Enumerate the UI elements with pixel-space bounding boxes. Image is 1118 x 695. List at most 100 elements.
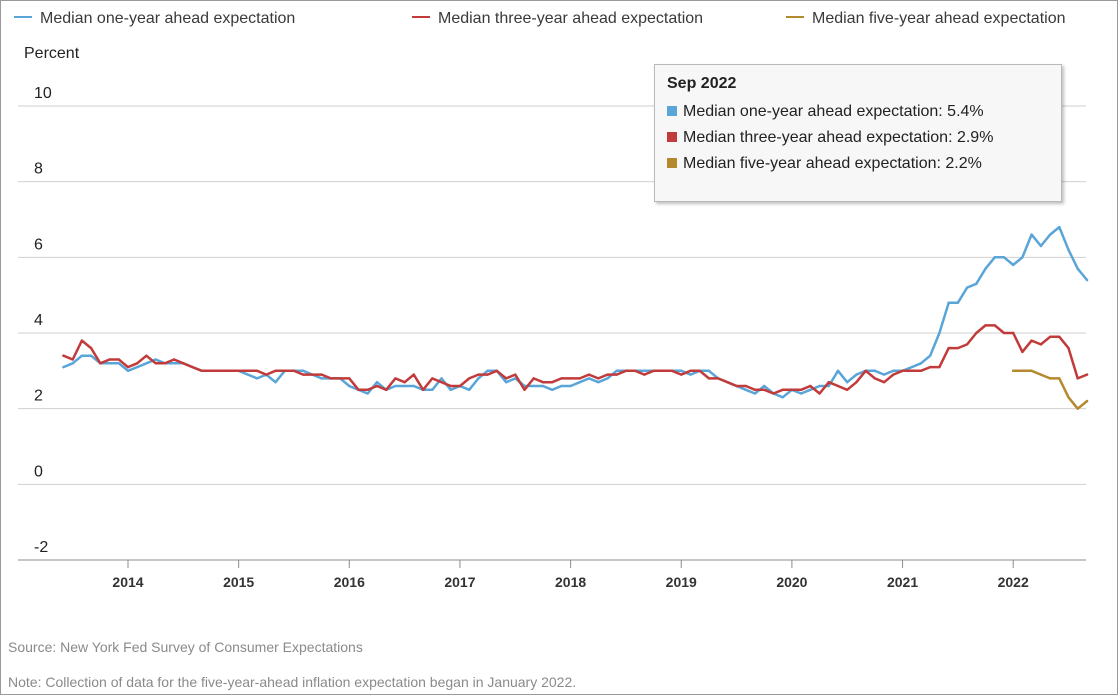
- data-point-s1-35: [385, 388, 388, 391]
- data-point-s0-51: [532, 384, 535, 388]
- data-point-s1-38: [412, 373, 415, 376]
- data-point-s1-104: [1021, 350, 1024, 354]
- data-point-s2-4: [1048, 377, 1052, 380]
- data-point-s1-64: [652, 369, 655, 372]
- data-point-s1-6: [117, 358, 121, 361]
- data-point-s1-4: [99, 362, 102, 365]
- data-point-s0-5: [108, 362, 111, 365]
- x-tick-label: 2015: [223, 574, 254, 590]
- tooltip-swatch-one-year: [667, 105, 677, 116]
- source-note: Source: New York Fed Survey of Consumer …: [8, 639, 363, 655]
- data-point-s1-70: [707, 377, 711, 380]
- data-point-s0-94: [929, 354, 932, 357]
- data-point-s1-21: [255, 369, 259, 372]
- data-point-s0-40: [431, 388, 434, 391]
- data-point-s0-0: [62, 365, 65, 369]
- data-point-s0-48: [504, 381, 508, 384]
- data-point-s0-102: [1002, 256, 1006, 259]
- data-point-s1-25: [292, 369, 296, 372]
- data-point-s1-44: [468, 377, 471, 380]
- data-point-s1-67: [680, 373, 683, 376]
- data-point-s0-44: [468, 388, 471, 391]
- y-tick-label: 10: [34, 85, 52, 102]
- legend-label-three-year: Median three-year ahead expectation: [438, 10, 704, 27]
- data-point-s0-108: [1058, 225, 1061, 229]
- data-point-s1-17: [219, 369, 222, 372]
- data-point-s0-101: [993, 256, 996, 259]
- data-point-s1-90: [892, 373, 895, 376]
- x-tick-label: 2016: [334, 574, 365, 590]
- legend-label-one-year: Median one-year ahead expectation: [40, 10, 296, 27]
- data-point-s1-51: [532, 377, 535, 380]
- data-point-s0-46: [486, 369, 489, 372]
- data-point-s0-76: [763, 384, 766, 388]
- data-point-s0-106: [1039, 244, 1043, 248]
- data-point-s1-59: [606, 373, 609, 376]
- data-point-s0-59: [606, 377, 609, 380]
- data-point-s1-11: [163, 362, 167, 365]
- data-point-s1-12: [172, 358, 176, 361]
- data-point-s1-46: [486, 373, 489, 376]
- data-point-s0-84: [836, 369, 840, 372]
- data-point-s1-89: [882, 381, 886, 384]
- y-tick-label: 6: [34, 236, 43, 253]
- legend-label-five-year: Median five-year ahead expectation: [812, 10, 1066, 27]
- data-point-s1-84: [836, 384, 840, 388]
- x-tick-label: 2022: [998, 574, 1029, 590]
- data-point-s2-3: [1039, 373, 1043, 376]
- data-point-s0-20: [246, 373, 250, 376]
- data-point-s1-100: [984, 324, 987, 327]
- legend-swatch-one-year: [14, 15, 32, 19]
- data-point-s0-111: [1085, 278, 1089, 282]
- legend-item-three-year[interactable]: Median three-year ahead expectation: [412, 10, 703, 28]
- data-point-s1-29: [329, 377, 333, 380]
- data-point-s1-105: [1030, 339, 1033, 342]
- data-point-s1-69: [698, 369, 701, 372]
- data-point-s0-83: [827, 384, 830, 388]
- data-point-s1-61: [624, 369, 628, 372]
- data-point-s1-53: [551, 381, 554, 384]
- data-point-s1-19: [237, 369, 240, 372]
- data-point-s1-1: [71, 358, 74, 361]
- data-point-s1-87: [864, 369, 867, 372]
- data-point-s1-57: [587, 373, 591, 376]
- data-point-s1-15: [200, 369, 203, 372]
- x-tick-label: 2018: [555, 574, 586, 590]
- data-point-s1-78: [781, 388, 784, 391]
- data-point-s0-34: [375, 381, 379, 384]
- data-point-s1-14: [191, 365, 194, 369]
- data-point-s1-24: [283, 369, 286, 372]
- data-point-s1-58: [597, 377, 600, 380]
- data-point-s1-77: [772, 392, 775, 395]
- data-point-s0-86: [855, 373, 858, 376]
- data-point-s1-71: [716, 377, 720, 380]
- data-point-s1-109: [1067, 346, 1070, 350]
- data-point-s0-105: [1030, 233, 1033, 236]
- data-point-s1-74: [744, 384, 747, 388]
- legend-item-one-year[interactable]: Median one-year ahead expectation: [14, 10, 295, 28]
- data-point-s1-3: [89, 346, 93, 350]
- data-point-s1-63: [643, 373, 646, 376]
- data-point-s0-90: [892, 369, 895, 372]
- data-point-s1-41: [440, 381, 443, 384]
- data-point-s0-26: [302, 369, 305, 372]
- data-point-s0-56: [578, 381, 581, 384]
- data-point-s0-6: [117, 362, 121, 365]
- data-point-s0-110: [1076, 267, 1079, 270]
- data-point-s2-7: [1076, 407, 1079, 410]
- data-point-s1-68: [689, 369, 692, 372]
- data-point-s1-93: [919, 369, 923, 372]
- data-point-s1-50: [523, 388, 526, 391]
- x-tick-label: 2017: [444, 574, 475, 590]
- data-point-s0-42: [449, 388, 452, 391]
- data-point-s0-82: [818, 384, 821, 388]
- data-point-s0-98: [965, 286, 969, 289]
- data-point-s0-12: [172, 362, 176, 365]
- data-point-s0-96: [947, 301, 950, 304]
- y-tick-label: 2: [34, 388, 43, 405]
- data-point-s1-66: [670, 369, 674, 372]
- data-point-s1-99: [975, 331, 978, 335]
- legend-item-five-year[interactable]: Median five-year ahead expectation: [786, 10, 1066, 28]
- data-point-s0-67: [680, 369, 683, 372]
